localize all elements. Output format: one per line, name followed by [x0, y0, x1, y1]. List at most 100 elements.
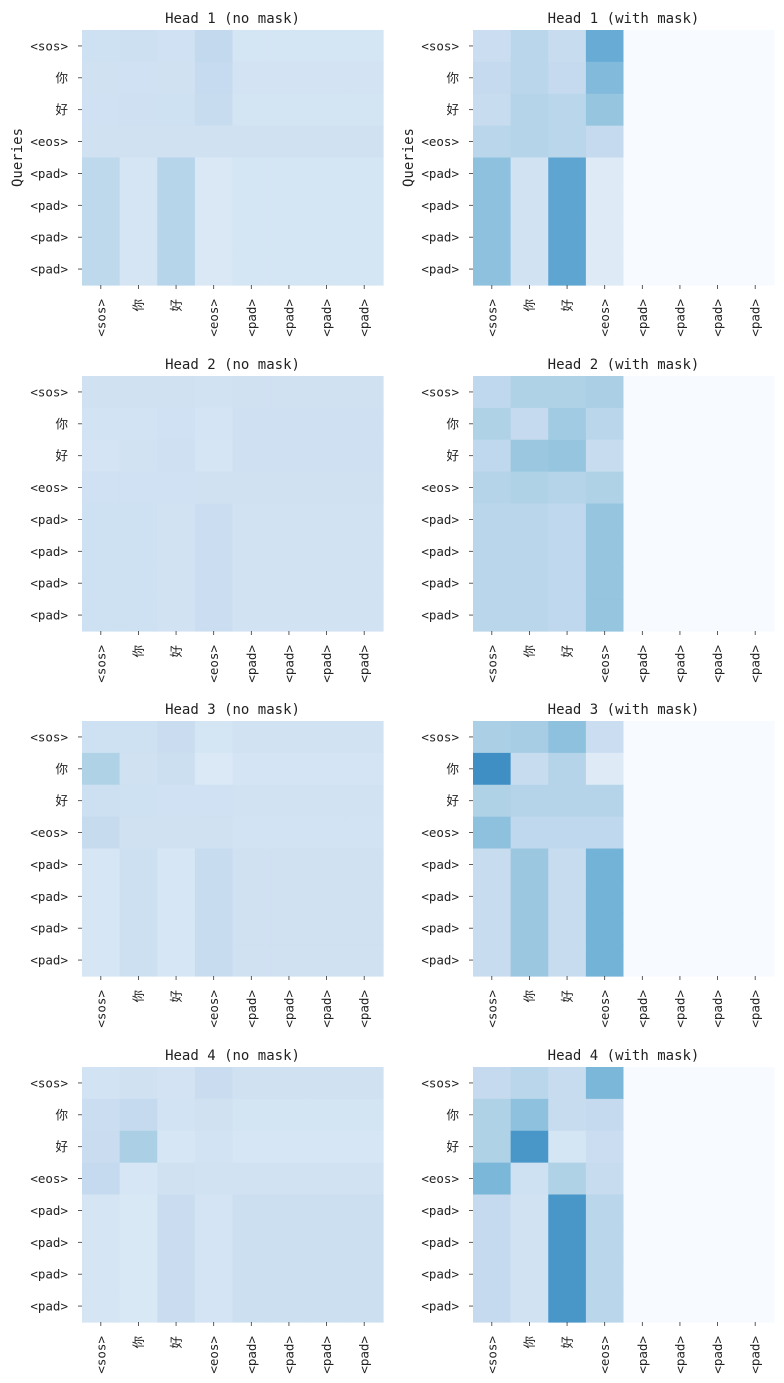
heatmap-panel-1: Head 1 (no mask)<sos>你好<eos><pad><pad><p… — [10, 11, 384, 337]
heatmap-cell — [270, 439, 309, 473]
heatmap-cell — [510, 30, 549, 63]
heatmap-cell — [119, 30, 158, 63]
heatmap-cell — [548, 125, 587, 159]
y-tick-label: <eos> — [421, 480, 459, 495]
heatmap-cell — [548, 61, 587, 95]
heatmap-cell — [345, 752, 384, 786]
x-tick-label: <pad> — [357, 299, 372, 337]
heatmap-cell — [307, 125, 346, 159]
heatmap-cell — [345, 784, 384, 818]
heatmap-cell — [548, 407, 587, 441]
heatmap-cell — [232, 221, 271, 254]
y-tick-label: <sos> — [421, 38, 459, 53]
heatmap-cell — [548, 1098, 587, 1132]
heatmap-cell — [698, 30, 737, 63]
x-tick-label: <sos> — [484, 990, 499, 1028]
heatmap-cell — [473, 503, 512, 536]
x-tick-label: 好 — [169, 1336, 184, 1349]
heatmap-cell — [548, 880, 587, 913]
heatmap-cell — [585, 30, 625, 63]
heatmap-panel-7: Head 4 (no mask)<sos>你好<eos><pad><pad><p… — [30, 1048, 384, 1374]
heatmap-cell — [698, 376, 737, 409]
heatmap-cell — [345, 1290, 384, 1323]
y-tick-label: 好 — [55, 1139, 68, 1154]
heatmap-cell — [473, 1162, 512, 1196]
x-tick-label: <eos> — [597, 299, 612, 337]
heatmap-cell — [736, 503, 775, 536]
heatmap-cell — [194, 1290, 234, 1323]
heatmap-cell — [473, 221, 512, 254]
heatmap-cell — [510, 1098, 549, 1132]
heatmap-cell — [623, 912, 662, 945]
heatmap-cell — [194, 880, 234, 913]
heatmap-cell — [119, 439, 158, 473]
heatmap-cell — [307, 1194, 346, 1227]
y-tick-label: <eos> — [421, 134, 459, 149]
heatmap-cell — [585, 1226, 625, 1259]
heatmap-cell — [698, 721, 737, 754]
heatmap-cell — [548, 1194, 587, 1227]
heatmap-cell — [661, 253, 700, 286]
heatmap-cell — [157, 752, 196, 786]
y-tick-label: <sos> — [421, 384, 459, 399]
heatmap-cell — [510, 1162, 549, 1196]
heatmap-cell — [157, 880, 196, 913]
heatmap-cell — [585, 848, 625, 881]
heatmap-panel-8: Head 4 (with mask)<sos>你好<eos><pad><pad>… — [421, 1048, 775, 1374]
heatmap-cell — [548, 221, 587, 254]
heatmap-cell — [307, 189, 346, 222]
heatmap-cell — [345, 1258, 384, 1291]
x-tick-label: 好 — [560, 1336, 575, 1349]
heatmap-cell — [585, 503, 625, 536]
heatmap-cell — [473, 1067, 512, 1100]
heatmap-cell — [270, 503, 309, 536]
x-tick-label: <sos> — [484, 299, 499, 337]
heatmap-cell — [194, 189, 234, 222]
heatmap-cell — [157, 1098, 196, 1132]
heatmap-cell — [194, 439, 234, 473]
heatmap-cell — [82, 1098, 121, 1132]
heatmap-cell — [194, 221, 234, 254]
heatmap-cell — [157, 93, 196, 127]
heatmap-cell — [698, 189, 737, 222]
heatmap-cell — [119, 125, 158, 159]
heatmap-cell — [119, 848, 158, 881]
heatmap-cell — [232, 157, 271, 190]
heatmap-cell — [232, 503, 271, 536]
heatmap-cell — [232, 30, 271, 63]
heatmap-cell — [510, 721, 549, 754]
heatmap-cell — [585, 944, 625, 977]
heatmap-cell — [119, 1098, 158, 1132]
x-tick-label: <pad> — [635, 299, 650, 337]
heatmap-cell — [736, 407, 775, 441]
heatmap-cell — [345, 912, 384, 945]
heatmap-cell — [623, 253, 662, 286]
heatmap-cell — [157, 221, 196, 254]
heatmap-cell — [661, 30, 700, 63]
heatmap-cell — [510, 535, 549, 568]
heatmap-cell — [194, 376, 234, 409]
y-tick-label: <sos> — [421, 1075, 459, 1090]
heatmap-cell — [585, 93, 625, 127]
heatmap-cell — [548, 93, 587, 127]
y-tick-label: 你 — [446, 761, 459, 776]
heatmap-cell — [548, 253, 587, 286]
heatmap-cell — [232, 816, 271, 850]
heatmap-cell — [194, 535, 234, 568]
heatmap-cell — [473, 439, 512, 473]
heatmap-cell — [345, 30, 384, 63]
y-tick-label: <pad> — [421, 1235, 459, 1250]
x-tick-label: <sos> — [93, 299, 108, 337]
heatmap-cell — [307, 784, 346, 818]
y-tick-label: <pad> — [421, 608, 459, 623]
heatmap-cell — [307, 221, 346, 254]
heatmap-cell — [623, 1067, 662, 1100]
heatmap-cell — [473, 1130, 512, 1164]
heatmap-cell — [623, 61, 662, 95]
heatmap-cell — [661, 1162, 700, 1196]
heatmap-cell — [82, 848, 121, 881]
heatmap-cell — [119, 1226, 158, 1259]
heatmap-cell — [232, 471, 271, 505]
y-tick-label: <pad> — [30, 544, 68, 559]
heatmap-cell — [82, 221, 121, 254]
